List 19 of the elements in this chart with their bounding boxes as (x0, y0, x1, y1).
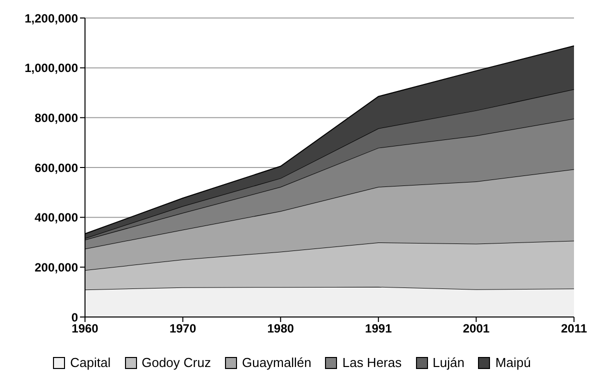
x-tick-label: 1980 (267, 322, 294, 336)
y-tick-label: 600,000 (34, 160, 78, 175)
legend-label: Capital (69, 355, 111, 370)
x-tick-label: 1970 (169, 322, 196, 336)
x-tick-label: 1960 (72, 322, 99, 336)
y-tick-label: 1,200,000 (24, 11, 78, 26)
legend-label: Las Heras (341, 355, 402, 370)
y-tick-label: 400,000 (34, 210, 78, 225)
y-tick-label: 0 (71, 310, 78, 324)
y-tick-label: 200,000 (34, 260, 78, 274)
legend-label: Guaymallén (240, 355, 312, 370)
y-tick-label: 1,000,000 (24, 61, 78, 76)
x-tick-label: 1991 (365, 322, 392, 336)
y-tick-label: 800,000 (34, 110, 78, 125)
legend-label: Luján (432, 355, 464, 370)
legend-label: Godoy Cruz (140, 355, 211, 370)
x-tick-label: 2001 (462, 322, 490, 336)
legend-label: Maipú (494, 355, 531, 370)
x-tick-label: 2011 (560, 322, 588, 336)
